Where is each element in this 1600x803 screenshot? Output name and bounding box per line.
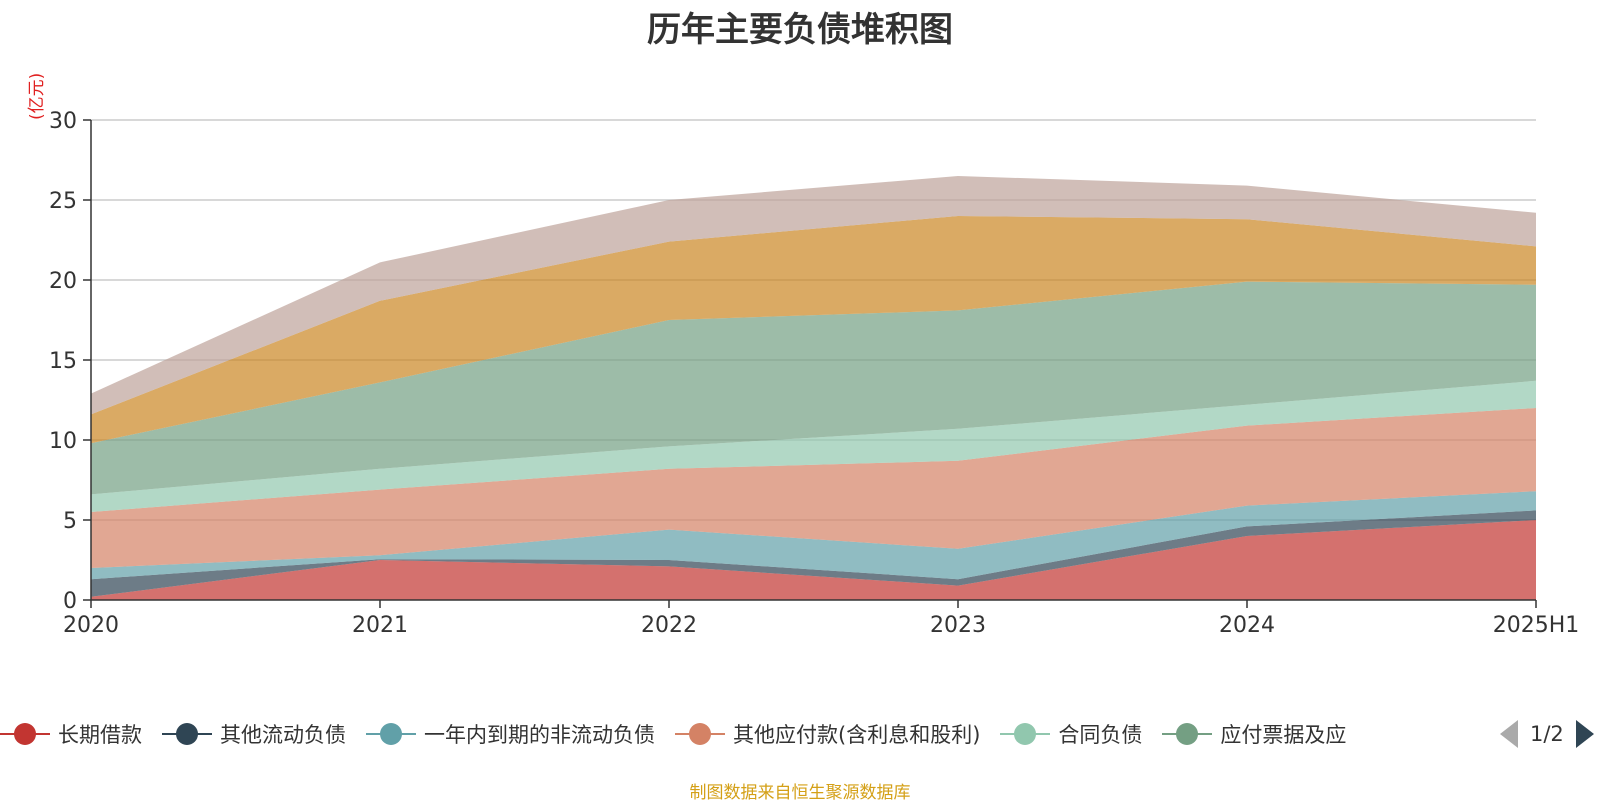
y-tick-label: 25 — [49, 189, 77, 214]
legend-symbol-icon — [0, 722, 50, 746]
legend-label: 一年内到期的非流动负债 — [424, 723, 655, 747]
legend-pager: 1/2 — [1500, 716, 1594, 752]
legend-item-long-term-loans[interactable]: 长期借款 — [0, 719, 142, 749]
legend-symbol-icon — [366, 722, 416, 746]
legend-item-notes-accounts-payable[interactable]: 应付票据及应 — [1162, 719, 1346, 749]
y-tick-label: 5 — [63, 509, 77, 534]
area-series-0[interactable] — [91, 520, 1536, 600]
x-tick-label: 2022 — [641, 613, 697, 638]
legend-label: 其他流动负债 — [220, 723, 346, 747]
y-tick-label: 15 — [49, 349, 77, 374]
x-tick-label: 2020 — [63, 613, 119, 638]
area-series-1[interactable] — [91, 510, 1536, 597]
y-tick-label: 10 — [49, 429, 77, 454]
legend-symbol-icon — [675, 722, 725, 746]
tick-labels: 0 5 10 15 20 25 30 2020 2021 2022 2023 2024 2025H1 — [49, 109, 1579, 638]
area-series-4[interactable] — [91, 380, 1536, 512]
legend-label: 其他应付款(含利息和股利) — [733, 723, 981, 747]
area-series-7[interactable] — [91, 176, 1536, 415]
area-series — [91, 176, 1536, 600]
legend-label: 应付票据及应 — [1220, 723, 1347, 747]
chart-title: 历年主要负债堆积图 — [647, 10, 953, 50]
triangle-right-icon[interactable] — [1575, 720, 1594, 748]
legend-symbol-icon — [1000, 722, 1051, 746]
stacked-area-chart: 0 5 10 15 20 25 30 2020 2021 2022 2023 2024 2025H1 — [49, 109, 1579, 638]
legend-symbol-icon — [1162, 722, 1213, 746]
legend-item-current-portion-noncurrent[interactable]: 一年内到期的非流动负债 — [366, 719, 655, 749]
legend-item-other-payables[interactable]: 其他应付款(含利息和股利) — [675, 719, 980, 749]
area-series-5[interactable] — [91, 281, 1536, 495]
x-tick-label: 2023 — [930, 613, 986, 638]
area-series-3[interactable] — [91, 408, 1536, 568]
x-tick-label: 2025H1 — [1493, 613, 1580, 638]
y-tick-label: 30 — [49, 109, 77, 134]
legend-label: 长期借款 — [58, 723, 142, 747]
area-series-2[interactable] — [91, 491, 1536, 580]
axes — [83, 119, 1537, 608]
legend-item-other-current-liabilities[interactable]: 其他流动负债 — [162, 719, 346, 749]
data-source-note: 制图数据来自恒生聚源数据库 — [689, 783, 911, 803]
legend-symbol-icon — [162, 722, 212, 746]
legend-label: 合同负债 — [1058, 723, 1143, 747]
y-tick-label: 20 — [49, 269, 77, 294]
legend-page-indicator: 1/2 — [1530, 722, 1564, 746]
triangle-left-icon[interactable] — [1500, 720, 1518, 748]
y-tick-label: 0 — [63, 589, 77, 614]
x-tick-label: 2021 — [352, 613, 408, 638]
area-series-6[interactable] — [91, 216, 1536, 444]
x-tick-label: 2024 — [1219, 613, 1275, 638]
legend: 长期借款 其他流动负债 一年内到期的非流动负债 其他应付款(含利息和股利) 合同… — [0, 716, 1366, 752]
legend-item-contract-liabilities[interactable]: 合同负债 — [1000, 719, 1142, 749]
